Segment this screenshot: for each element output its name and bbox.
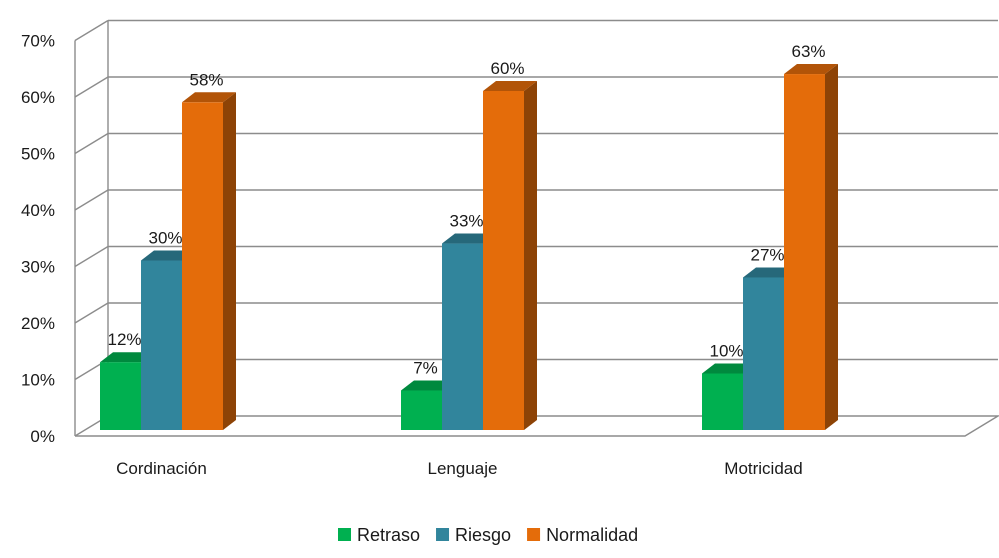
y-axis-ticks: 0% 10% 20% 30% 40% 50% 60% 70%	[21, 32, 55, 447]
data-label: 60%	[490, 59, 524, 78]
chart-floor	[75, 415, 999, 437]
x-category-label: Cordinación	[116, 459, 207, 478]
data-label: 12%	[107, 330, 141, 349]
legend-label: Retraso	[357, 525, 420, 545]
y-tick-label: 30%	[21, 258, 55, 277]
side-wall-line	[74, 245, 109, 268]
side-wall-line	[74, 189, 109, 211]
side-wall-line	[74, 19, 109, 42]
bar-front	[743, 277, 784, 430]
bar-front	[442, 243, 483, 430]
bar-top	[141, 250, 195, 261]
legend-swatch	[436, 528, 450, 541]
bar-side	[825, 64, 838, 431]
chart-gridlines	[74, 19, 999, 437]
x-category-label: Motricidad	[724, 459, 802, 478]
data-label: 27%	[750, 245, 784, 264]
side-wall-line	[74, 76, 109, 98]
bar-front	[100, 362, 141, 430]
legend-label: Normalidad	[546, 525, 638, 545]
y-tick-label: 60%	[21, 88, 55, 107]
bar-front	[182, 102, 223, 431]
bar-top	[702, 363, 756, 374]
y-tick-label: 20%	[21, 314, 55, 333]
bar-side	[524, 81, 537, 430]
y-tick-label: 0%	[30, 427, 55, 446]
legend-label: Riesgo	[455, 525, 511, 545]
data-labels: 12% 7% 10% 30% 33% 27% 58% 60% 63%	[107, 42, 825, 377]
data-label: 58%	[189, 70, 223, 89]
y-tick-label: 40%	[21, 201, 55, 220]
side-wall-line	[74, 302, 109, 324]
data-label: 30%	[148, 229, 182, 248]
bar-front	[702, 373, 743, 430]
bar-front	[784, 74, 825, 431]
data-label: 10%	[709, 342, 743, 361]
y-tick-label: 70%	[21, 32, 55, 51]
bar	[182, 92, 236, 431]
bar-top	[784, 64, 838, 75]
legend-swatch	[338, 528, 351, 541]
y-tick-label: 50%	[21, 145, 55, 164]
bar-front	[141, 260, 182, 430]
data-label: 63%	[791, 42, 825, 61]
data-label: 33%	[449, 212, 483, 231]
bar	[784, 64, 838, 431]
bar-top	[743, 267, 797, 278]
chart-bars	[100, 64, 838, 431]
x-category-label: Lenguaje	[428, 459, 498, 478]
bar-top	[483, 81, 537, 91]
legend-swatch	[527, 528, 541, 541]
bar-side	[223, 92, 236, 431]
bar-top	[442, 233, 496, 244]
data-label: 7%	[413, 358, 438, 377]
legend-item: Normalidad	[527, 525, 638, 545]
bar-top	[401, 380, 455, 391]
chart-legend: Retraso Riesgo Normalidad	[338, 525, 638, 545]
bar-front	[483, 91, 524, 430]
y-tick-label: 10%	[21, 371, 55, 390]
bar-top	[100, 352, 154, 363]
bar-top	[182, 92, 236, 103]
legend-item: Riesgo	[436, 525, 511, 545]
bar-front	[401, 390, 442, 430]
side-wall-line	[74, 132, 109, 155]
legend-item: Retraso	[338, 525, 420, 545]
x-axis-categories: Cordinación Lenguaje Motricidad	[116, 459, 803, 478]
bar	[483, 81, 537, 430]
